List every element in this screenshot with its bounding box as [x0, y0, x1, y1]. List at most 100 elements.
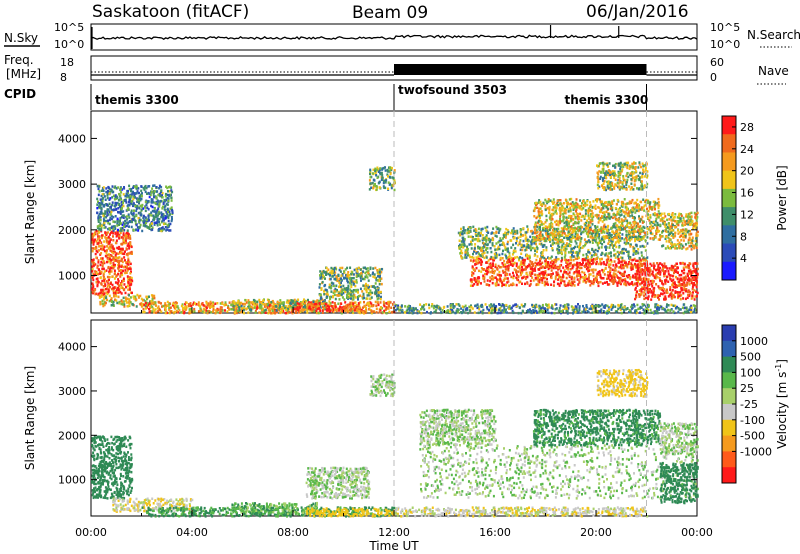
- heatmap-cell: [93, 238, 96, 242]
- heatmap-cell: [91, 282, 94, 285]
- heatmap-cell: [190, 309, 193, 313]
- heatmap-cell: [566, 263, 569, 266]
- heatmap-cell: [571, 264, 574, 268]
- heatmap-cell: [457, 303, 460, 306]
- heatmap-cell: [104, 210, 107, 213]
- heatmap-cell: [160, 302, 162, 305]
- heatmap-cell: [340, 274, 343, 277]
- heatmap-cell: [521, 305, 524, 308]
- heatmap-cell: [628, 233, 631, 236]
- heatmap-cell: [547, 311, 550, 314]
- heatmap-cell: [347, 271, 350, 274]
- heatmap-cell: [579, 240, 582, 243]
- heatmap-cell: [350, 289, 353, 293]
- heatmap-cell: [563, 258, 566, 262]
- heatmap-cell: [477, 238, 480, 241]
- heatmap-cell: [234, 302, 237, 305]
- heatmap-cell: [492, 276, 495, 279]
- heatmap-cell: [324, 288, 327, 291]
- heatmap-cell: [118, 229, 121, 233]
- heatmap-cell: [106, 298, 108, 302]
- heatmap-cell: [435, 308, 438, 312]
- heatmap-cell: [346, 279, 349, 282]
- heatmap-cell: [561, 279, 564, 283]
- heatmap-cell: [375, 276, 378, 280]
- heatmap-cell: [115, 274, 118, 277]
- heatmap-cell: [393, 188, 396, 192]
- heatmap-cell: [105, 251, 108, 254]
- heatmap-cell: [102, 272, 105, 276]
- heatmap-cell: [517, 236, 520, 239]
- heatmap-cell: [608, 265, 611, 269]
- heatmap-cell: [102, 277, 105, 281]
- heatmap-cell: [94, 270, 97, 273]
- heatmap-cell: [547, 267, 550, 271]
- heatmap-cell: [219, 311, 222, 314]
- heatmap-cell: [145, 218, 148, 222]
- heatmap-cell: [464, 229, 467, 232]
- heatmap-cell: [567, 237, 570, 241]
- heatmap-cell: [319, 274, 321, 277]
- heatmap-cell: [545, 261, 548, 264]
- heatmap-cell: [532, 309, 535, 312]
- heatmap-cell: [520, 303, 523, 307]
- heatmap-cell: [642, 257, 644, 261]
- heatmap-cell: [151, 222, 153, 225]
- heatmap-cell: [98, 213, 101, 216]
- heatmap-cell: [625, 242, 628, 245]
- heatmap-cell: [486, 266, 489, 270]
- heatmap-cell: [282, 301, 285, 304]
- heatmap-cell: [540, 308, 543, 311]
- heatmap-cell: [92, 258, 95, 261]
- heatmap-cell: [104, 301, 107, 305]
- heatmap-cell: [623, 310, 626, 313]
- heatmap-cell: [251, 306, 254, 309]
- heatmap-cell: [315, 300, 318, 303]
- heatmap-cell: [499, 311, 502, 315]
- heatmap-cell: [652, 311, 655, 314]
- heatmap-cell: [485, 283, 488, 286]
- heatmap-cell: [157, 214, 160, 217]
- heatmap-cell: [533, 267, 536, 270]
- heatmap-cell: [100, 194, 103, 198]
- heatmap-cell: [571, 247, 574, 250]
- heatmap-cell: [122, 193, 125, 196]
- heatmap-cell: [543, 228, 546, 231]
- heatmap-cell: [614, 280, 617, 283]
- heatmap-cell: [356, 270, 359, 273]
- heatmap-cell: [127, 232, 130, 235]
- heatmap-cell: [360, 310, 363, 313]
- heatmap-cell: [393, 169, 396, 172]
- heatmap-cell: [343, 298, 346, 301]
- heatmap-cell: [189, 311, 192, 314]
- heatmap-cell: [475, 229, 478, 232]
- heatmap-cell: [615, 275, 618, 278]
- heatmap-cell: [467, 226, 470, 229]
- heatmap-cell: [591, 307, 594, 310]
- heatmap-cell: [485, 261, 488, 264]
- heatmap-cell: [300, 302, 303, 305]
- heatmap-cell: [290, 306, 293, 309]
- heatmap-cell: [475, 252, 478, 255]
- heatmap-cell: [307, 306, 310, 310]
- heatmap-cell: [512, 232, 515, 235]
- heatmap-cell: [121, 243, 124, 246]
- heatmap-cell: [108, 218, 111, 222]
- heatmap-cell: [571, 266, 574, 270]
- heatmap-cell: [597, 284, 600, 288]
- heatmap-cell: [330, 269, 333, 273]
- heatmap-cell: [102, 267, 105, 271]
- heatmap-cell: [125, 224, 128, 228]
- heatmap-cell: [122, 300, 125, 303]
- heatmap-cell: [118, 287, 121, 290]
- heatmap-cell: [357, 294, 360, 298]
- heatmap-cell: [155, 304, 157, 307]
- heatmap-cell: [628, 261, 631, 264]
- heatmap-cell: [144, 301, 147, 305]
- heatmap-cell: [323, 300, 326, 304]
- heatmap-cell: [214, 302, 217, 305]
- heatmap-cell: [203, 304, 206, 308]
- heatmap-cell: [641, 303, 644, 306]
- heatmap-cell: [457, 308, 460, 311]
- heatmap-cell: [474, 280, 477, 284]
